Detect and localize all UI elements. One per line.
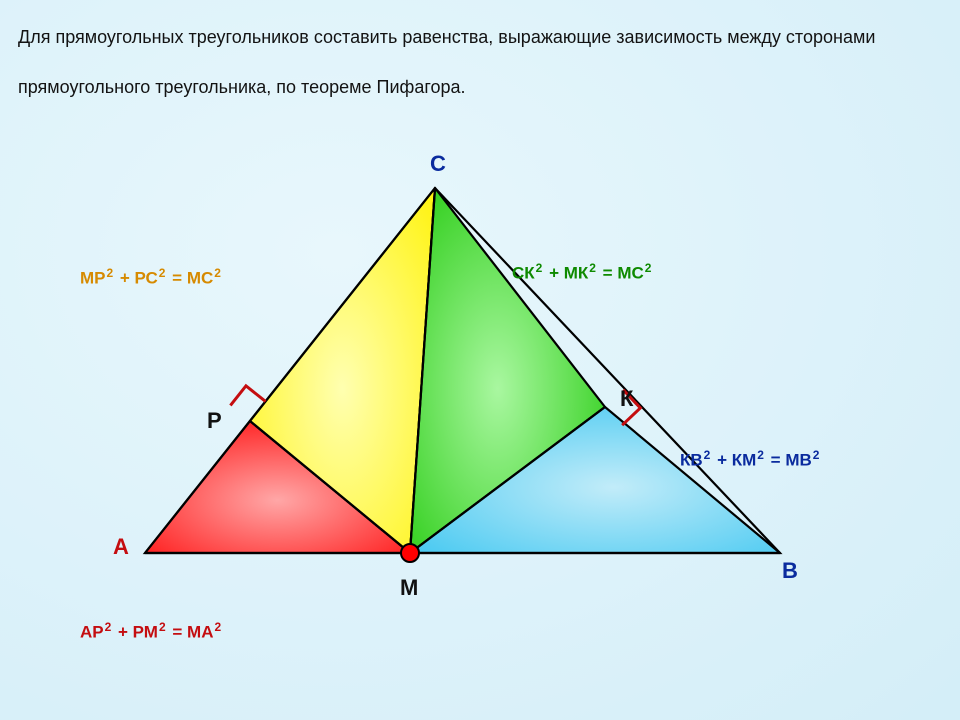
label-c: С	[430, 151, 446, 177]
equation-ap-pm-ma: АР2 + РМ2 = МА2	[80, 620, 223, 643]
equation-ck-mk-mc: СК2 + МК2 = МС2	[512, 261, 653, 284]
label-k: К	[620, 386, 633, 412]
label-m: М	[400, 575, 418, 601]
task-text: Для прямоугольных треугольников составит…	[18, 12, 938, 113]
equation-kb-km-mb: КВ2 + КМ2 = МВ2	[680, 448, 821, 471]
label-a: А	[113, 534, 129, 560]
point-m	[401, 544, 419, 562]
label-b: В	[782, 558, 798, 584]
label-p: Р	[207, 408, 222, 434]
equation-mp-pc-mc: МР2 + РС2 = МС2	[80, 266, 223, 289]
